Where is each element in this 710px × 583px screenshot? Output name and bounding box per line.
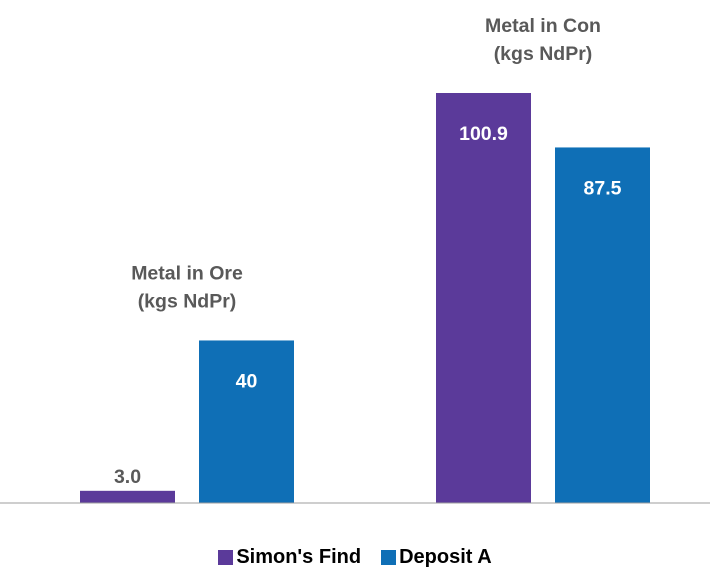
category-label-1: Metal in Con (kgs NdPr) [485,15,601,65]
legend-swatch-simons-find [218,549,234,565]
category-label-0: Metal in Ore (kgs NdPr) [131,262,243,312]
data-label-1-0: 40 [236,370,258,392]
bar-1-0 [199,340,294,503]
data-label-0-0: 3.0 [114,466,141,488]
legend: Simon's Find Deposit A [0,542,710,572]
legend-label-simons-find: Simon's Find [236,545,362,568]
legend-item-simons-find: Simon's Find [218,546,361,569]
bar-0-1 [436,93,531,503]
bars-group [80,93,650,503]
data-label-1-1: 87.5 [584,177,622,199]
bar-0-0 [80,490,175,503]
legend-item-deposit-a: Deposit A [381,546,492,569]
legend-swatch-deposit-a [381,549,397,565]
bar-1-1 [555,147,650,503]
data-label-0-1: 100.9 [459,123,508,145]
legend-label-deposit-a: Deposit A [399,545,492,568]
labels-group: 3.0 40 Metal in Ore (kgs NdPr) 100.9 87.5 Meta… [114,15,622,488]
